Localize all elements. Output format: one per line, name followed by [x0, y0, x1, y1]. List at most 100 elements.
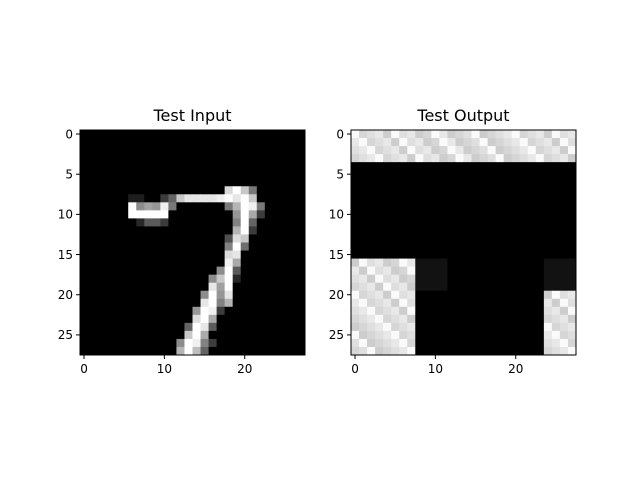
pixel-cell [471, 274, 480, 284]
pixel-cell [248, 202, 258, 211]
pixel-cell [431, 146, 440, 155]
pixel-cell [415, 314, 424, 324]
pixel-cell [359, 186, 368, 195]
pixel-cell [367, 226, 376, 235]
pixel-cell [519, 202, 529, 211]
pixel-cell [527, 130, 537, 139]
pixel-cell [399, 314, 408, 324]
pixel-cell [288, 322, 298, 332]
pixel-cell [176, 226, 185, 235]
pixel-cell [447, 202, 456, 211]
pixel-cell [391, 290, 400, 300]
pixel-cell [535, 234, 545, 243]
pixel-cell [559, 250, 569, 259]
pixel-cell [128, 170, 137, 179]
pixel-cell [152, 242, 161, 251]
pixel-cell [280, 306, 290, 316]
pixel-cell [519, 146, 529, 155]
pixel-cell [288, 314, 298, 324]
pixel-cell [144, 338, 153, 348]
pixel-cell [535, 170, 545, 179]
pixel-cell [152, 234, 161, 243]
pixel-cell [240, 330, 250, 340]
pixel-cell [88, 314, 97, 324]
pixel-cell [535, 146, 545, 155]
pixel-cell [216, 186, 226, 195]
pixel-cell [80, 346, 89, 356]
pixel-cell [399, 162, 408, 171]
pixel-cell [503, 170, 513, 179]
pixel-cell [559, 194, 569, 203]
pixel-cell [224, 242, 234, 251]
pixel-cell [96, 346, 105, 356]
pixel-cell [351, 266, 360, 276]
pixel-cell [184, 290, 193, 300]
pixel-cell [535, 338, 545, 348]
pixel-cell [391, 282, 400, 292]
pixel-cell [216, 338, 226, 348]
pixel-cell [479, 154, 489, 163]
pixel-cell [351, 330, 360, 340]
pixel-cell [152, 274, 161, 284]
pixel-cell [88, 138, 97, 147]
pixel-cell [248, 210, 258, 219]
pixel-cell [128, 218, 137, 227]
pixel-cell [479, 234, 489, 243]
pixel-cell [431, 290, 440, 300]
pixel-cell [296, 274, 306, 284]
pixel-cell [487, 314, 497, 324]
pixel-cell [184, 298, 193, 308]
pixel-cell [160, 186, 169, 195]
pixel-cell [256, 226, 266, 235]
pixel-cell [487, 338, 497, 348]
pixel-cell [559, 338, 569, 348]
pixel-cell [471, 306, 480, 316]
pixel-cell [248, 258, 258, 268]
pixel-cell [479, 274, 489, 284]
pixel-cell [495, 242, 505, 251]
pixel-cell [264, 186, 274, 195]
pixel-cell [567, 154, 577, 163]
pixel-cell [431, 154, 440, 163]
pixel-cell [551, 290, 561, 300]
pixel-cell [112, 346, 121, 356]
pixel-cell [407, 306, 416, 316]
pixel-cell [471, 298, 480, 308]
pixel-cell [256, 202, 266, 211]
y-tick-label: 5 [336, 167, 344, 181]
pixel-cell [479, 178, 489, 187]
pixel-cell [168, 242, 177, 251]
pixel-cell [439, 298, 448, 308]
pixel-cell [80, 258, 89, 268]
pixel-cell [88, 146, 97, 155]
pixel-cell [240, 314, 250, 324]
pixel-cell [144, 194, 153, 203]
pixel-cell [88, 282, 97, 292]
pixel-cell [407, 330, 416, 340]
pixel-cell [168, 322, 177, 332]
pixel-cell [415, 338, 424, 348]
pixel-cell [455, 338, 464, 348]
pixel-cell [224, 138, 234, 147]
pixel-cell [168, 250, 177, 259]
pixel-cell [551, 274, 561, 284]
pixel-cell [248, 346, 258, 356]
pixel-cell [455, 218, 464, 227]
pixel-cell [88, 162, 97, 171]
pixel-cell [184, 170, 193, 179]
pixel-cell [80, 210, 89, 219]
pixel-cell [88, 210, 97, 219]
pixel-cell [535, 282, 545, 292]
pixel-cell [455, 186, 464, 195]
pixel-cell [240, 298, 250, 308]
pixel-cell [359, 162, 368, 171]
pixel-cell [359, 138, 368, 147]
pixel-cell [471, 210, 480, 219]
pixel-cell [184, 162, 193, 171]
pixel-cell [192, 314, 201, 324]
pixel-cell [184, 242, 193, 251]
pixel-cell [96, 322, 105, 332]
x-tick-label: 20 [237, 362, 252, 376]
pixel-cell [535, 306, 545, 316]
